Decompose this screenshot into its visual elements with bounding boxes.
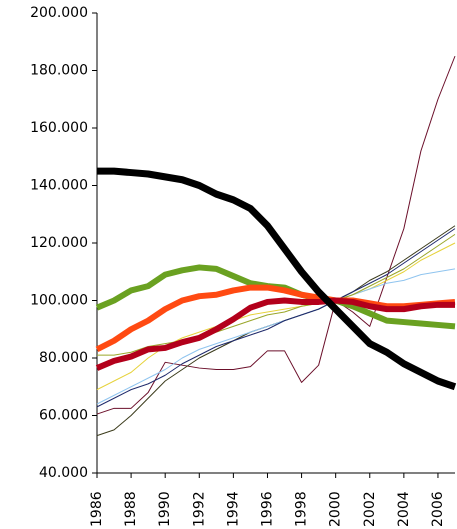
- x-tick-label: 2002: [362, 491, 378, 527]
- y-tick-label: 120.000: [30, 235, 88, 251]
- series-line: [96, 225, 456, 437]
- y-tick-label: 180.000: [30, 63, 88, 79]
- y-tick-label: 100.000: [30, 293, 88, 309]
- x-tick-label: 1998: [294, 491, 310, 527]
- y-tick-label: 80.000: [39, 350, 88, 366]
- series-line: [97, 167, 457, 391]
- x-tick-label: 1992: [191, 491, 207, 527]
- y-tick-label: 160.000: [30, 120, 88, 136]
- y-tick-label: 140.000: [30, 178, 88, 194]
- x-tick-label: 1988: [123, 491, 139, 527]
- x-tick-label: 2000: [328, 491, 344, 527]
- x-tick-label: 1990: [157, 491, 173, 527]
- series-line: [96, 55, 456, 415]
- x-tick-label: 2006: [430, 491, 446, 527]
- y-tick-label: 60.000: [39, 408, 88, 424]
- x-tick-label: 1996: [259, 491, 275, 527]
- y-tick-label: 200.000: [30, 5, 88, 21]
- series-line: [96, 268, 456, 405]
- series-line: [95, 284, 456, 353]
- x-tick-label: 1986: [89, 491, 105, 527]
- x-tick-label: 1994: [225, 491, 241, 527]
- series-line: [96, 242, 456, 391]
- series-line: [97, 233, 456, 356]
- x-tick-label: 2004: [396, 491, 412, 527]
- y-tick-label: 40.000: [39, 465, 88, 481]
- series-line: [96, 228, 456, 408]
- series-line: [95, 297, 455, 371]
